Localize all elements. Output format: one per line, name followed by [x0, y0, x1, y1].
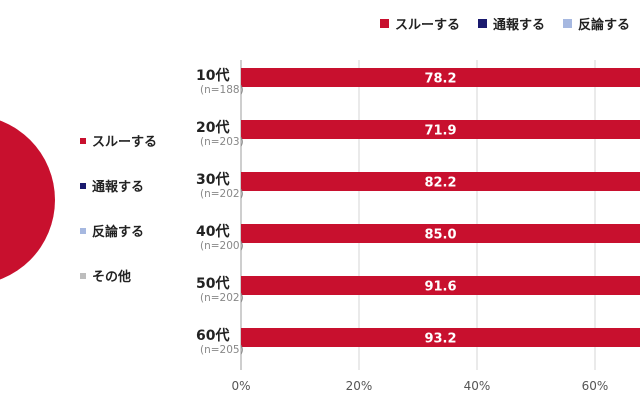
sample-size: (n=205) — [200, 344, 244, 356]
bar-value-label: 85.0 — [424, 228, 456, 243]
legend-top-item: 反論する — [562, 14, 630, 33]
legend-swatch — [562, 19, 572, 28]
chart-bars: 78.2 71.9 82.2 85.0 91.6 93.2 — [241, 68, 640, 347]
legend-label: 通報する — [92, 180, 145, 195]
legend-top-item: 通報する — [477, 14, 545, 33]
legend-swatch — [80, 182, 86, 189]
legend-swatch — [80, 227, 86, 234]
legend-swatch — [379, 19, 389, 28]
age-label: 30代 — [196, 172, 230, 188]
age-label: 60代 — [196, 328, 230, 344]
bar — [241, 224, 640, 243]
legend-swatch — [80, 272, 86, 279]
category-label: 30代 (n=202) — [196, 172, 246, 201]
category-label: 10代 (n=188) — [196, 68, 246, 97]
age-label: 40代 — [196, 224, 230, 240]
chart-gridlines — [240, 60, 596, 370]
bar-value-label: 71.9 — [424, 124, 456, 139]
category-label: 60代 (n=205) — [196, 328, 246, 357]
x-tick-label: 0% — [231, 379, 250, 393]
bar-value-label: 93.2 — [424, 332, 456, 347]
legend-top-item: スルーする — [379, 14, 460, 33]
category-label: 20代 (n=203) — [196, 120, 246, 149]
sample-size: (n=200) — [200, 240, 244, 252]
x-tick-label: 40% — [464, 379, 491, 393]
bar — [241, 172, 640, 191]
legend-label: 反論する — [577, 18, 630, 33]
chart-xaxis: 0% 20% 40% 60% — [231, 379, 608, 393]
bar-value-label: 78.2 — [424, 72, 456, 87]
age-label: 20代 — [196, 120, 230, 136]
bar — [241, 276, 640, 295]
bar-value-label: 82.2 — [424, 176, 456, 191]
age-label: 50代 — [196, 276, 230, 292]
x-tick-label: 20% — [346, 379, 373, 393]
legend-left-item: 通報する — [80, 163, 157, 208]
category-label: 50代 (n=202) — [196, 276, 246, 305]
legend-label: スルーする — [92, 135, 158, 150]
legend-label: 反論する — [92, 225, 145, 240]
sample-size: (n=188) — [200, 84, 244, 96]
legend-left: スルーする 通報する 反論する その他 — [80, 118, 157, 298]
sample-size: (n=203) — [200, 136, 244, 148]
legend-label: スルーする — [394, 18, 460, 33]
legend-label: 通報する — [492, 18, 545, 33]
bar — [241, 68, 640, 87]
legend-label: その他 — [92, 270, 132, 285]
bar-value-label: 91.6 — [424, 280, 456, 295]
sample-size: (n=202) — [200, 292, 244, 304]
legend-top: スルーする 通報する 反論する — [379, 14, 630, 33]
legend-left-item: 反論する — [80, 208, 157, 253]
pie-slice-through — [0, 120, 55, 280]
age-label: 10代 — [196, 68, 230, 84]
bar — [241, 328, 640, 347]
category-label: 40代 (n=200) — [196, 224, 246, 253]
legend-left-item: その他 — [80, 253, 157, 298]
legend-left-item: スルーする — [80, 118, 157, 163]
legend-swatch — [477, 19, 487, 28]
legend-swatch — [80, 137, 86, 144]
x-tick-label: 60% — [582, 379, 609, 393]
bar — [241, 120, 640, 139]
sample-size: (n=202) — [200, 188, 244, 200]
